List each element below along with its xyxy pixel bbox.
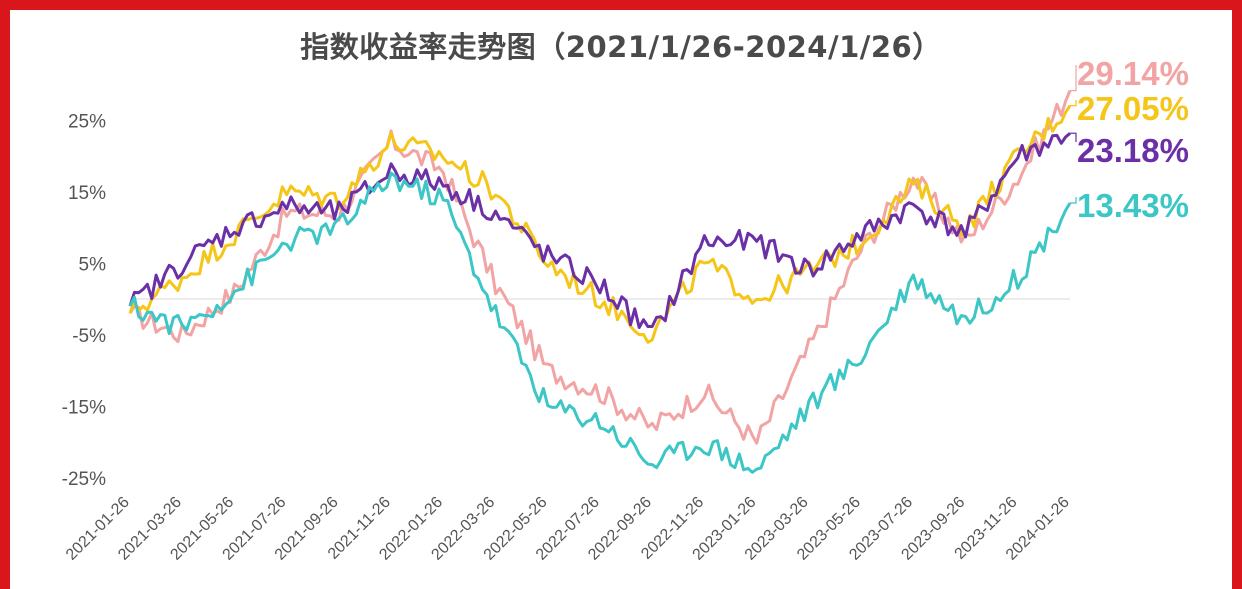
series-end-label: 23.18% (1077, 132, 1189, 169)
series-end-label: 29.14% (1077, 55, 1189, 92)
chart-title: 指数收益率走势图（2021/1/26-2024/1/26） (300, 30, 942, 64)
y-axis: 25% 15% 5% -5% -15% -25% (62, 111, 106, 490)
series-lines (128, 90, 1072, 474)
series-end-label: 13.43% (1077, 187, 1189, 224)
y-tick-label: -25% (62, 469, 106, 490)
end-label-connector (1070, 100, 1077, 107)
series-line (128, 90, 1072, 445)
y-tick-label: 25% (68, 111, 106, 132)
y-tick-label: -5% (72, 326, 106, 347)
series-line (128, 104, 1072, 344)
series-end-label: 27.05% (1077, 90, 1189, 127)
series-line (128, 132, 1071, 329)
y-tick-label: 5% (79, 254, 107, 275)
end-labels: 29.14%27.05% 23.18% 13.43% (1070, 55, 1189, 224)
end-label-connector (1070, 132, 1077, 142)
y-tick-label: -15% (62, 397, 106, 418)
x-axis: 2021-01-262021-03-262021-05-262021-07-26… (63, 494, 1073, 564)
y-tick-label: 15% (68, 183, 106, 204)
end-label-connector (1070, 65, 1077, 92)
series-line (128, 171, 1072, 474)
end-label-connector (1070, 197, 1077, 204)
